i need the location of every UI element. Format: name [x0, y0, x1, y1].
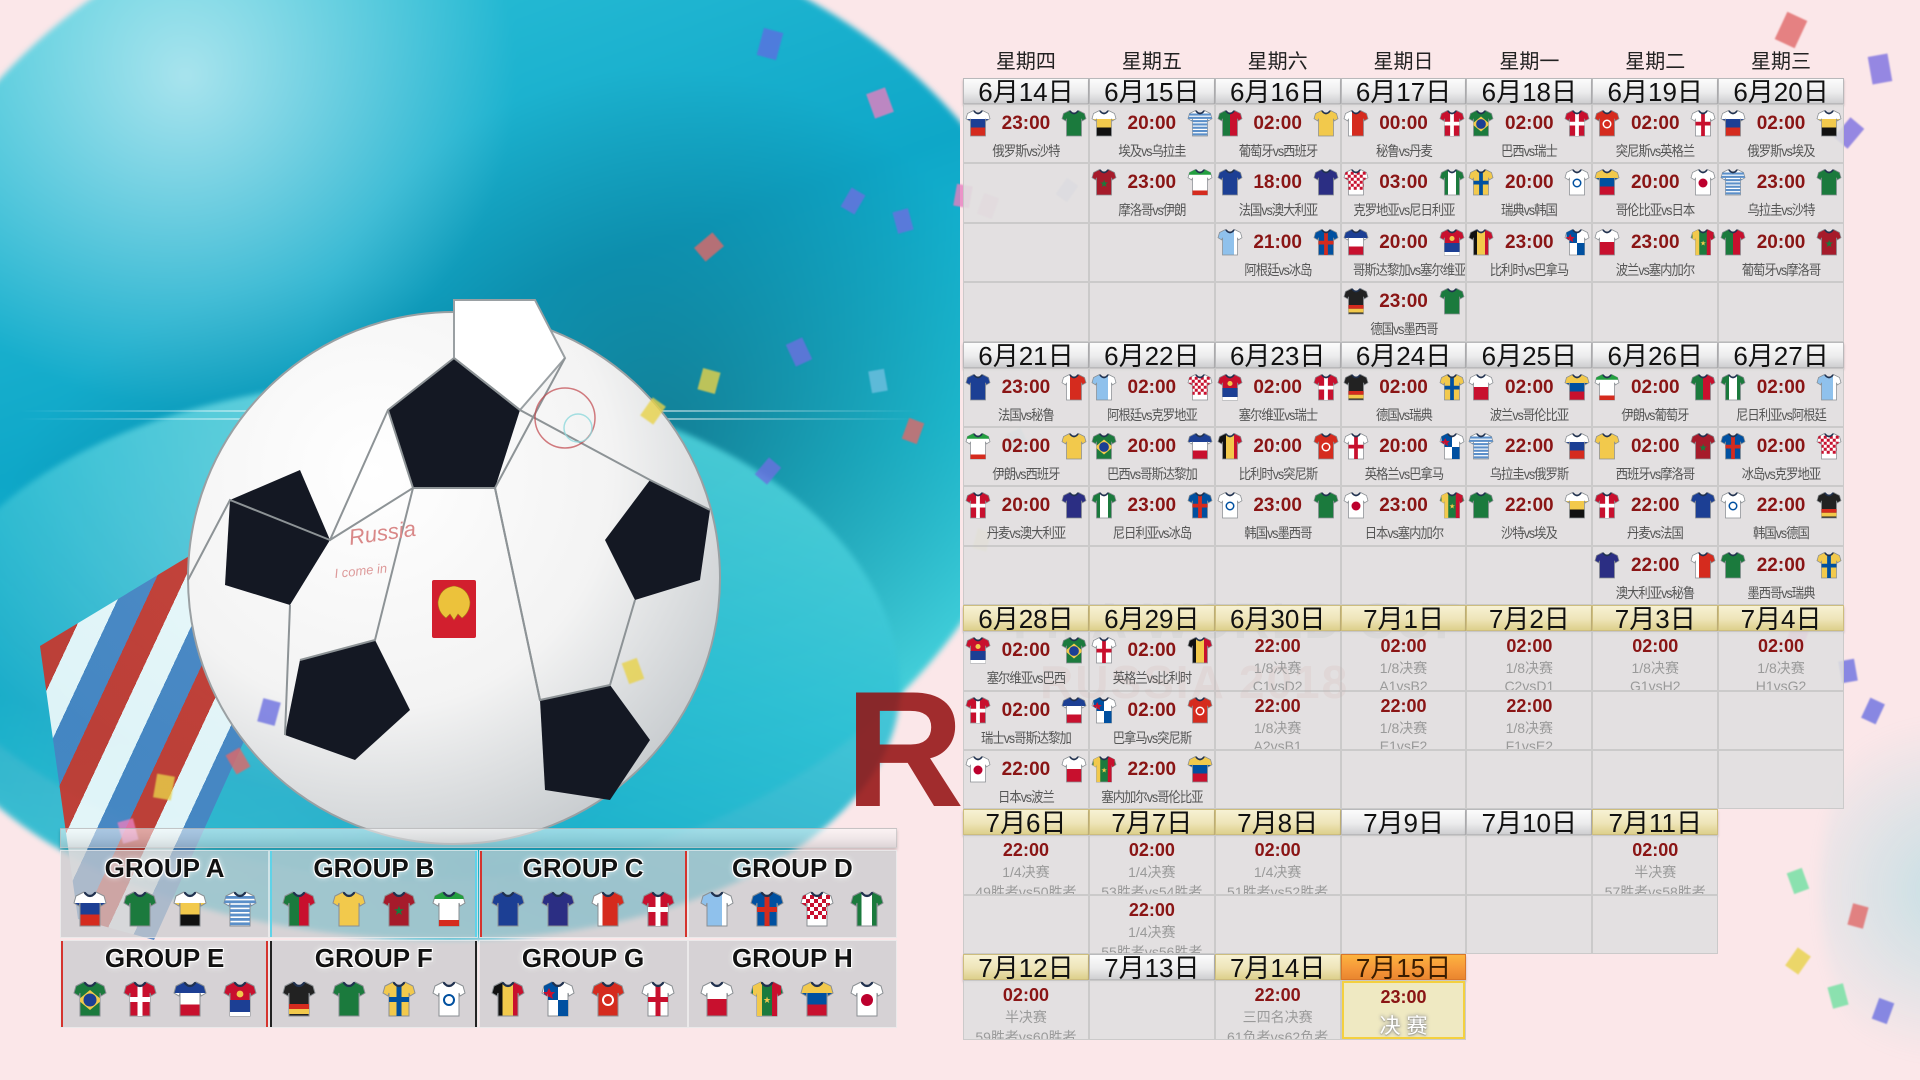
svg-text:★: ★ — [1449, 503, 1455, 511]
svg-text:★: ★ — [1101, 766, 1107, 774]
svg-text:★: ★ — [393, 903, 405, 918]
svg-text:★: ★ — [1825, 239, 1834, 250]
svg-text:★: ★ — [763, 995, 771, 1005]
svg-text:★: ★ — [1699, 443, 1708, 454]
svg-text:★: ★ — [1099, 179, 1108, 190]
svg-text:★: ★ — [1700, 239, 1706, 247]
